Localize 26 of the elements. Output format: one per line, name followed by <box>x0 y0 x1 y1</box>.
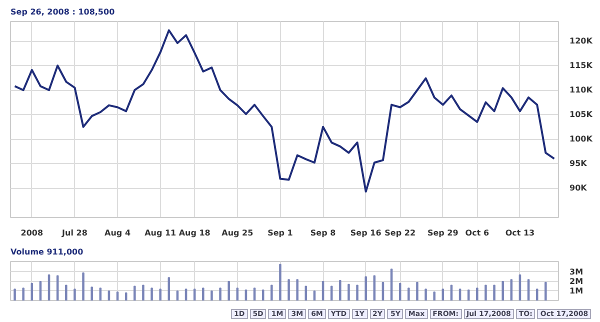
chart-title: Volume 911,000 <box>10 248 84 256</box>
x-tick-label: Aug 25 <box>222 228 254 238</box>
x-tick-label: 2008 <box>20 228 44 238</box>
x-tick-label: Sep 22 <box>384 228 416 238</box>
y-tick-label: 100K <box>570 134 594 144</box>
x-tick-label: Aug 11 <box>144 228 177 238</box>
x-tick-label: Oct 13 <box>505 228 535 238</box>
x-tick-label: Sep 29 <box>427 228 459 238</box>
x-tick-label: Aug 18 <box>178 228 211 238</box>
y-tick-label: 115K <box>570 61 594 70</box>
x-tick-label: Sep 1 <box>268 228 294 238</box>
y-tick-label: 105K <box>570 110 594 120</box>
y-tick-label: 95K <box>570 159 588 168</box>
x-tick-label: Sep 8 <box>310 228 336 238</box>
y-tick-label: 1M <box>570 286 584 296</box>
y-tick-label: 3M <box>570 267 584 276</box>
y-tick-label: 90K <box>570 184 588 193</box>
y-tick-label: 2M <box>570 276 584 286</box>
x-tick-label: Sep 16 <box>350 228 382 238</box>
line-series <box>14 29 556 193</box>
x-tick-label: Jul 28 <box>61 228 88 238</box>
y-tick-label: 120K <box>570 36 594 46</box>
x-tick-label: Aug 4 <box>104 228 131 238</box>
x-tick-label: Oct 6 <box>465 228 490 238</box>
y-tick-label: 110K <box>570 86 594 95</box>
chart-title: Sep 26, 2008 : 108,500 <box>10 8 116 16</box>
